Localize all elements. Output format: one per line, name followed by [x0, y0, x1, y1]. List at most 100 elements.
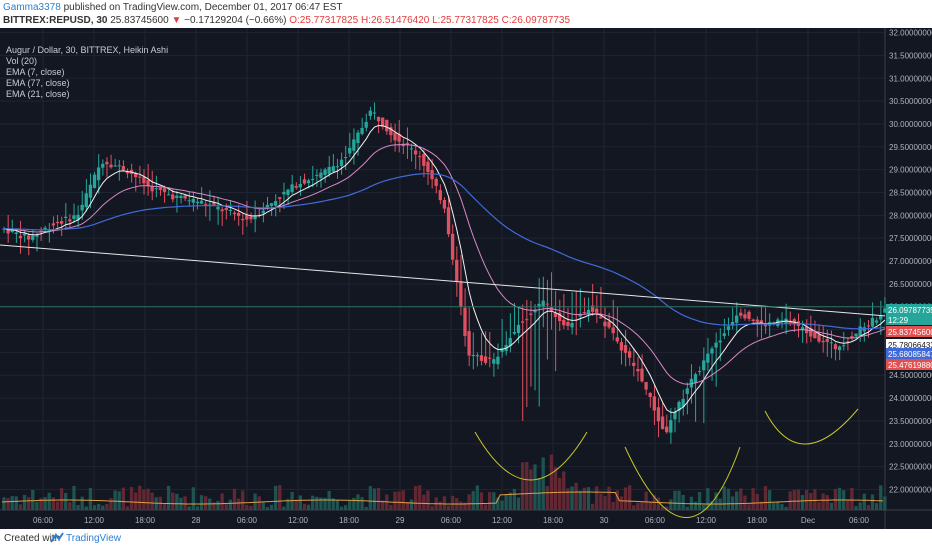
volume-bar: [693, 501, 698, 510]
candle-body: [22, 233, 27, 236]
volume-bar: [714, 492, 718, 510]
chart-area[interactable]: 32.00000000 31.50000000 31.00000000 30.5000…: [0, 28, 932, 529]
candle-body: [862, 327, 866, 332]
volume-bar: [590, 503, 595, 510]
legend-item-ema77[interactable]: EMA (77, close): [6, 78, 70, 88]
candle-body: [636, 369, 640, 372]
price-tag-bg: [886, 339, 932, 350]
volume-bar: [348, 500, 352, 510]
volume-bar: [26, 497, 31, 510]
volume-bar: [739, 488, 743, 510]
candle-body: [18, 235, 23, 239]
candle-body: [261, 210, 265, 214]
volume-bar: [224, 504, 228, 510]
volume-bar: [438, 501, 442, 510]
x-tick-label: 12:00: [696, 516, 717, 525]
volume-bar: [442, 496, 447, 510]
candle-body: [842, 345, 846, 347]
candle-body: [422, 153, 426, 166]
candle-body: [298, 183, 302, 188]
ema-21-line: [4, 144, 886, 385]
candle-body: [409, 148, 414, 150]
volume-bar: [175, 493, 179, 510]
candle-body: [236, 212, 241, 216]
volume-bar: [10, 496, 14, 510]
candle-body: [632, 362, 636, 366]
y-tick-label: 29.50000000: [889, 143, 932, 152]
candle-body: [175, 195, 179, 198]
legend-item-ema21[interactable]: EMA (21, close): [6, 89, 70, 99]
volume-bar: [450, 495, 455, 510]
candle-body: [858, 326, 862, 336]
volume-bar: [426, 490, 430, 510]
volume-bar: [76, 505, 80, 510]
candle-body: [265, 204, 270, 209]
tradingview-brand-link[interactable]: TradingView: [66, 533, 122, 544]
candle-body: [138, 176, 142, 178]
candle-body: [294, 186, 298, 188]
candle-body: [142, 177, 146, 184]
x-tick-label: 06:00: [441, 516, 462, 525]
volume-bar: [241, 490, 245, 510]
volume-bar: [253, 493, 257, 510]
x-tick-label: Dec: [801, 516, 815, 525]
candle-body: [582, 312, 587, 314]
volume-bar: [533, 464, 537, 510]
price-chart[interactable]: 32.00000000 31.50000000 31.00000000 30.5000…: [0, 28, 932, 529]
drawing-arc-1: [474, 431, 588, 481]
volume-bar: [516, 497, 521, 510]
price-tag-label: 25.47619880: [888, 361, 932, 370]
volume-bar: [804, 489, 809, 510]
y-tick-label: 26.50000000: [889, 280, 932, 289]
candle-body: [339, 159, 344, 166]
volume-bar: [710, 501, 714, 510]
volume-bar: [504, 493, 508, 510]
candle-body: [677, 401, 681, 411]
volume-bar: [273, 485, 278, 510]
volume-bar: [47, 492, 51, 510]
candle-body: [343, 157, 348, 159]
y-tick-label: 30.00000000: [889, 120, 932, 129]
legend-item-vol[interactable]: Vol (20): [6, 56, 38, 66]
chart-legend: Augur / Dollar, 30, BITTREX, Heikin Ashi…: [6, 45, 168, 100]
volume-bar: [483, 504, 488, 510]
candle-body: [368, 110, 372, 116]
volume-bar: [162, 503, 167, 510]
candle-body: [525, 319, 529, 321]
y-tick-label: 22.00000000: [889, 485, 932, 494]
volume-bar: [389, 504, 393, 510]
candle-body: [730, 321, 735, 326]
candle-body: [619, 342, 624, 351]
candle-body: [883, 308, 887, 313]
candle-body: [459, 282, 463, 307]
volume-bar: [356, 494, 360, 510]
candle-body: [389, 127, 393, 136]
candle-body: [68, 219, 72, 222]
candle-body: [245, 214, 249, 220]
candle-body: [656, 407, 661, 422]
volume-bar: [553, 467, 558, 510]
volume-bar: [726, 488, 731, 510]
price-tag-bg: [886, 348, 932, 359]
candle-body: [595, 308, 599, 313]
username-link[interactable]: Gamma3378: [3, 2, 61, 13]
candle-body: [92, 174, 97, 188]
volume-bar: [51, 497, 56, 510]
volume-ma-line: [1, 491, 883, 505]
volume-bar: [203, 496, 208, 510]
price-tag-bg: [886, 304, 932, 315]
candle-body: [187, 200, 191, 202]
volume-bar: [405, 501, 410, 510]
volume-bar: [809, 492, 813, 510]
candle-body: [471, 354, 475, 356]
candle-body: [311, 178, 315, 180]
candle-body: [191, 198, 195, 203]
y-tick-label: 22.50000000: [889, 463, 932, 472]
volume-bar: [409, 499, 414, 510]
volume-bar: [730, 496, 735, 510]
y-tick-label: 32.00000000: [889, 29, 932, 38]
candle-body: [6, 228, 10, 234]
legend-item-ema7[interactable]: EMA (7, close): [6, 67, 65, 77]
candle-body: [158, 187, 163, 190]
x-tick-label: 18:00: [135, 516, 156, 525]
